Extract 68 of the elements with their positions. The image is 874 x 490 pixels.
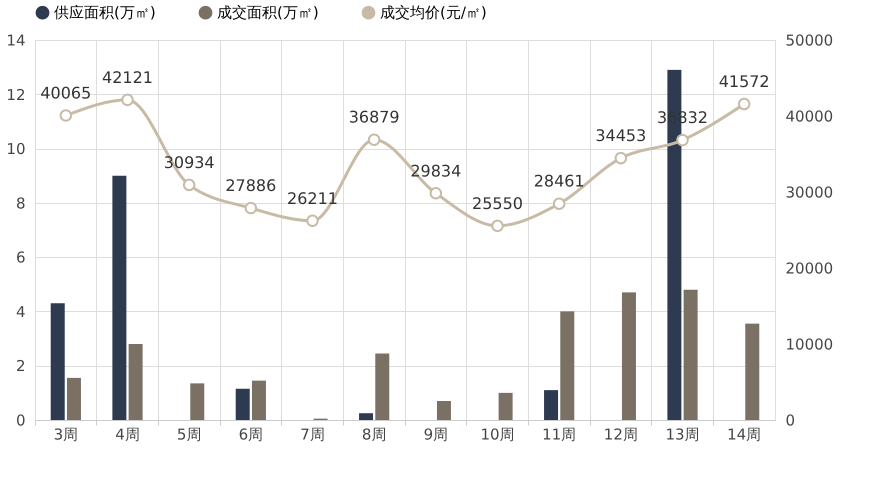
point	[552, 197, 566, 210]
legend-label: 成交均价(元/㎡)	[380, 4, 487, 22]
bar	[50, 303, 65, 420]
bar	[622, 292, 636, 420]
point	[676, 134, 689, 146]
bar	[236, 388, 250, 420]
data-label: 25550	[472, 194, 523, 213]
x-tick-label: 7周	[300, 426, 325, 444]
x-tick-label: 9周	[424, 426, 448, 444]
data-label: 40065	[40, 84, 92, 103]
legend-label: 供应面积(万㎡)	[54, 4, 156, 22]
bar	[359, 413, 374, 420]
y2-tick-label: 40000	[786, 108, 834, 126]
bar	[544, 390, 558, 420]
y-tick-label: 6	[16, 248, 26, 267]
point	[244, 202, 258, 214]
y2-tick-label: 50000	[786, 32, 834, 50]
x-tick-label: 6周	[238, 426, 264, 444]
point	[121, 94, 134, 106]
point	[306, 214, 319, 228]
y-tick-label: 14	[6, 32, 26, 50]
bar	[375, 354, 390, 420]
y-tick-label: 4	[16, 302, 26, 321]
y2-tick-label: 30000	[786, 184, 834, 202]
bar	[112, 176, 126, 420]
data-label: 34453	[595, 126, 646, 146]
x-tick-label: 14周	[727, 426, 762, 444]
data-label: 28461	[534, 172, 585, 191]
data-label: 42121	[102, 68, 153, 87]
y2-tick-label: 20000	[786, 260, 834, 278]
y-tick-label: 10	[6, 140, 26, 158]
x-tick-label: 11周	[542, 426, 576, 444]
point	[182, 178, 196, 192]
bar	[66, 378, 81, 420]
y-tick-label: 12	[6, 86, 26, 104]
data-label: 27886	[225, 176, 276, 196]
x-tick-label: 3周	[54, 426, 78, 444]
point	[368, 133, 380, 146]
point	[614, 152, 628, 164]
bar	[252, 380, 266, 420]
data-label: 41572	[718, 72, 770, 92]
data-label: 26211	[287, 188, 338, 208]
data-label: 29834	[410, 161, 462, 180]
x-tick-label: 4周	[115, 426, 140, 444]
point	[738, 98, 750, 110]
y2-tick-label: 0	[786, 412, 796, 430]
x-tick-label: 13周	[665, 426, 700, 444]
point	[491, 220, 504, 232]
bar	[128, 344, 143, 420]
bar	[498, 392, 513, 420]
x-tick-label: 12周	[604, 426, 638, 444]
y2-tick-label: 10000	[786, 336, 834, 354]
y-tick-label: 0	[16, 412, 26, 430]
bar	[436, 401, 451, 420]
point	[60, 109, 72, 122]
y-tick-label: 2	[16, 357, 26, 376]
bar	[684, 290, 698, 420]
legend-label: 成交面积(万㎡)	[217, 4, 319, 22]
x-tick-label: 8周	[362, 426, 386, 444]
x-tick-label: 5周	[176, 426, 202, 444]
bar	[745, 324, 760, 420]
point	[430, 187, 442, 200]
data-label: 36879	[348, 108, 400, 127]
x-tick-label: 10周	[480, 426, 515, 444]
y-tick-label: 8	[16, 194, 26, 212]
data-label: 30934	[164, 152, 215, 172]
bar	[190, 383, 204, 420]
bar	[560, 311, 574, 420]
